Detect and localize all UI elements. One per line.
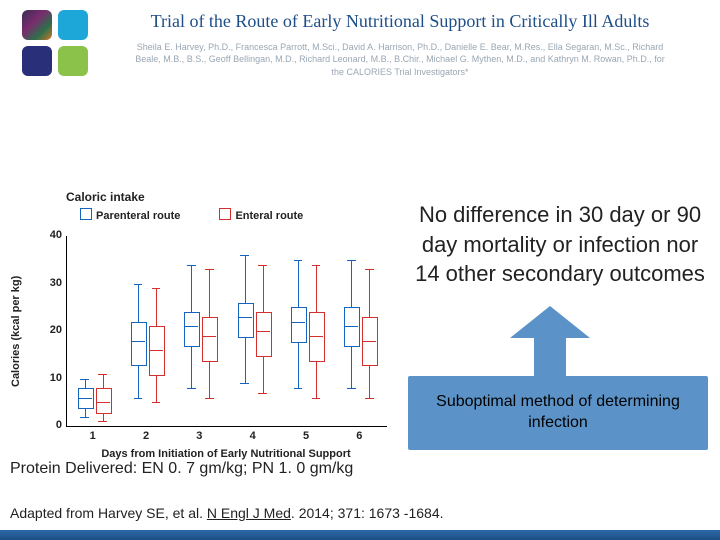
logo-tile-image	[22, 10, 52, 40]
citation: Adapted from Harvey SE, et al. N Engl J …	[10, 505, 444, 521]
boxplot-enteral-5	[309, 236, 323, 426]
key-finding-text: No difference in 30 day or 90 day mortal…	[410, 200, 710, 289]
legend-label-enteral: Enteral route	[235, 210, 303, 222]
paper-authors: Sheila E. Harvey, Ph.D., Francesca Parro…	[130, 41, 670, 79]
boxplot-parenteral-4	[238, 236, 252, 426]
boxplot-parenteral-3	[184, 236, 198, 426]
legend-parenteral: Parenteral route	[80, 210, 198, 222]
up-arrow-icon	[510, 322, 590, 382]
boxplot-enteral-3	[202, 236, 216, 426]
boxplot-enteral-1	[96, 236, 110, 426]
chart-title: Caloric intake	[66, 190, 400, 204]
logo	[22, 10, 92, 76]
callout-box: Suboptimal method of determining infecti…	[408, 376, 708, 450]
header: Trial of the Route of Early Nutritional …	[120, 10, 680, 78]
chart-xlabel: Days from Initiation of Early Nutritiona…	[66, 448, 386, 460]
legend-enteral: Enteral route	[219, 210, 321, 222]
chart-plot-area	[66, 236, 387, 427]
citation-suffix: . 2014; 371: 1673 -1684.	[291, 505, 444, 521]
boxplot-parenteral-1	[78, 236, 92, 426]
legend-label-parenteral: Parenteral route	[96, 210, 180, 222]
citation-journal: N Engl J Med	[207, 505, 291, 521]
ytick: 30	[46, 277, 62, 289]
legend-swatch-parenteral	[80, 208, 92, 220]
ytick: 40	[46, 229, 62, 241]
ytick: 20	[46, 324, 62, 336]
boxplot-parenteral-6	[344, 236, 358, 426]
xtick: 6	[349, 430, 369, 442]
boxplot-enteral-2	[149, 236, 163, 426]
xtick: 1	[83, 430, 103, 442]
xtick: 5	[296, 430, 316, 442]
citation-prefix: Adapted from Harvey SE, et al.	[10, 505, 207, 521]
callout-text: Suboptimal method of determining infecti…	[408, 392, 708, 434]
ytick: 10	[46, 372, 62, 384]
chart-legend: Parenteral route Enteral route	[80, 208, 400, 222]
xtick: 3	[189, 430, 209, 442]
xtick: 4	[243, 430, 263, 442]
logo-tile-3	[22, 46, 52, 76]
boxplot-parenteral-2	[131, 236, 145, 426]
logo-tile-2	[58, 10, 88, 40]
boxplot-parenteral-5	[291, 236, 305, 426]
protein-delivered-text: Protein Delivered: EN 0. 7 gm/kg; PN 1. …	[10, 460, 353, 478]
boxplot-enteral-4	[256, 236, 270, 426]
bottom-ribbon	[0, 530, 720, 540]
logo-tile-4	[58, 46, 88, 76]
legend-swatch-enteral	[219, 208, 231, 220]
paper-title: Trial of the Route of Early Nutritional …	[120, 10, 680, 33]
xtick: 2	[136, 430, 156, 442]
boxplot-enteral-6	[362, 236, 376, 426]
caloric-intake-chart: Caloric intake Parenteral route Enteral …	[10, 190, 400, 470]
chart-ylabel: Calories (kcal per kg)	[10, 236, 24, 426]
ytick: 0	[46, 419, 62, 431]
